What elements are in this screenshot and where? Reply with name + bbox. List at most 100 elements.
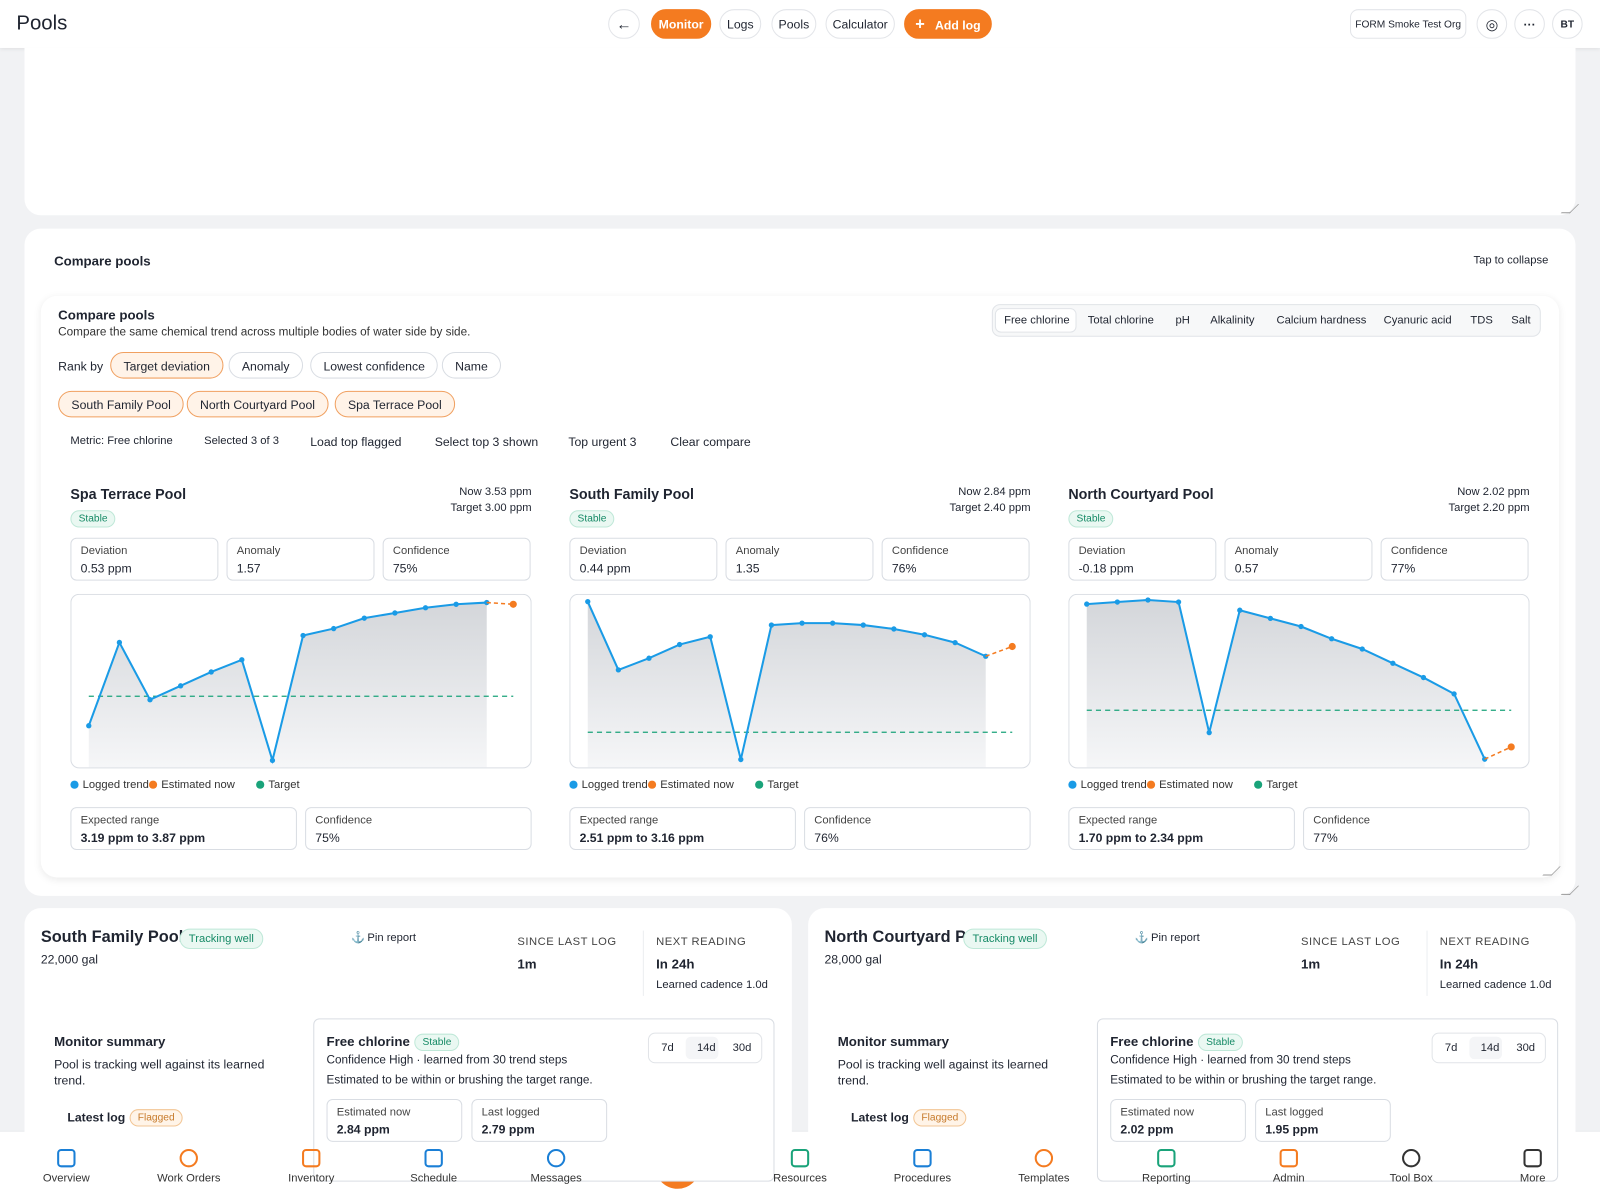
nav-item[interactable]: Admin (1272, 1172, 1305, 1185)
last-label: Last logged (481, 1106, 540, 1119)
rank-option[interactable]: Lowest confidence (310, 352, 439, 379)
pool-compare-card: Spa Terrace Pool Now 3.53 ppm Target 3.00 … (70, 484, 532, 862)
legend-label: Target (268, 778, 300, 791)
trend-area (88, 602, 487, 768)
nav-tab[interactable]: Monitor (651, 9, 712, 39)
more-button[interactable]: ··· (1514, 9, 1545, 39)
nav-item[interactable]: Reporting (1141, 1172, 1191, 1185)
nav-icon (1034, 1148, 1054, 1168)
stat-box: Deviation 0.44 ppm (569, 537, 718, 581)
trend-point (646, 655, 652, 661)
legend-label: Estimated now (660, 778, 734, 791)
range-option[interactable]: 14d (1480, 1041, 1500, 1055)
metric-tab[interactable]: Free chlorine (1004, 314, 1070, 327)
nav-icon (546, 1148, 566, 1168)
next-label: NEXT READING (1439, 935, 1530, 948)
nav-tab[interactable]: Pools (771, 9, 817, 39)
flag-badge: Flagged (129, 1109, 183, 1127)
org-switcher[interactable]: FORM Smoke Test Org (1349, 9, 1467, 39)
last-label: Last logged (1265, 1106, 1324, 1119)
collapse-toggle[interactable]: Tap to collapse (1473, 254, 1549, 267)
metric-tab[interactable]: pH (1175, 314, 1190, 327)
est-value: 2.84 ppm (336, 1122, 390, 1137)
trend-point (983, 653, 989, 659)
toolbar-item[interactable]: Top urgent 3 (568, 434, 637, 449)
nav-item[interactable]: Resources (773, 1172, 827, 1185)
metric-tab[interactable]: Salt (1511, 314, 1531, 327)
selected-pool[interactable]: South Family Pool (58, 390, 185, 418)
metric-tab[interactable]: Alkalinity (1210, 314, 1255, 327)
nav-item[interactable]: Tool Box (1389, 1172, 1433, 1185)
help-button[interactable]: ◎ (1476, 9, 1508, 39)
trend-line (87, 601, 487, 765)
nav-icon (1157, 1148, 1176, 1168)
rank-option[interactable]: Anomaly (228, 352, 303, 379)
nav-item[interactable]: Overview (42, 1172, 90, 1185)
stat-value: -0.18 ppm (1078, 561, 1134, 576)
toolbar-item[interactable]: Load top flagged (310, 434, 402, 449)
expected-box: Expected range 3.19 ppm to 3.87 ppm (70, 807, 297, 850)
target-value: Target 3.00 ppm (450, 502, 532, 515)
est-label: Estimated now (1120, 1106, 1195, 1119)
toolbar-item[interactable]: Clear compare (670, 434, 751, 449)
next-value: In 24h (656, 956, 695, 972)
toolbar-item[interactable]: Select top 3 shown (434, 434, 539, 449)
confidence-box: Confidence 75% (305, 807, 532, 850)
metric-tab[interactable]: Calcium hardness (1276, 314, 1367, 327)
expected-box: Expected range 1.70 ppm to 2.34 ppm (1068, 807, 1295, 850)
nav-tab[interactable]: Logs (719, 9, 762, 39)
range-option[interactable]: 14d (696, 1041, 716, 1055)
trend-point (300, 632, 306, 639)
range-option[interactable]: 7d (661, 1041, 674, 1055)
range-option[interactable]: 7d (1444, 1041, 1458, 1055)
stat-value: 0.57 (1234, 561, 1259, 576)
nav-item[interactable]: Inventory (288, 1172, 335, 1185)
nav-icon (424, 1148, 443, 1168)
next-value: In 24h (1439, 956, 1479, 972)
nav-icon (790, 1148, 810, 1168)
trend-chart (70, 593, 532, 769)
avatar[interactable]: BT (1552, 9, 1583, 39)
add-log-button[interactable]: + Add log (904, 9, 992, 39)
stat-label: Confidence (891, 544, 949, 558)
metric-tab[interactable]: TDS (1470, 314, 1493, 327)
nav-item[interactable]: Procedures (893, 1172, 952, 1185)
expected-box: Expected range 2.51 ppm to 3.16 ppm (569, 807, 796, 850)
estimate-link (1484, 746, 1512, 760)
metric-tab[interactable]: Total chlorine (1087, 314, 1154, 327)
rank-option[interactable]: Name (441, 352, 502, 379)
nav-item[interactable]: Templates (1018, 1172, 1070, 1185)
range-option[interactable]: 30d (1516, 1041, 1536, 1055)
cadence: Learned cadence 1.0d (1439, 978, 1552, 991)
pin-report[interactable]: Pin report (367, 931, 417, 944)
confidence-label: Confidence (315, 814, 373, 827)
estimate-point (1507, 743, 1515, 751)
pin-report[interactable]: Pin report (1151, 931, 1200, 944)
metric-tab[interactable]: Cyanuric acid (1383, 314, 1452, 327)
selected-pool[interactable]: Spa Terrace Pool (334, 390, 455, 418)
back-button[interactable]: ← (608, 9, 640, 39)
stat-box: Anomaly 1.35 (725, 537, 874, 581)
stat-value: 1.57 (236, 561, 261, 576)
selected-pool[interactable]: North Courtyard Pool (186, 390, 329, 418)
stat-value: 0.44 ppm (579, 561, 631, 576)
nav-item[interactable]: Work Orders (157, 1172, 221, 1185)
nav-item[interactable]: Messages (530, 1172, 582, 1185)
trend-point (1298, 623, 1304, 630)
trend-point (891, 626, 897, 632)
legend-label: Logged trend (1080, 778, 1147, 791)
range-option[interactable]: 30d (732, 1041, 752, 1055)
trend-point (331, 625, 337, 632)
estimate-link (486, 601, 514, 606)
trend-point (1420, 674, 1427, 681)
nav-item[interactable]: More (1519, 1172, 1546, 1185)
nav-tab[interactable]: Calculator (825, 9, 895, 39)
nav-icon (302, 1148, 321, 1168)
nav-icon (1402, 1148, 1421, 1168)
metric-card: Free chlorine Stable Confidence High · lea… (313, 1018, 775, 1182)
pool-name: South Family Pool (40, 928, 184, 946)
nav-item[interactable]: Schedule (410, 1172, 458, 1185)
rank-option[interactable]: Target deviation (110, 352, 224, 379)
trend-point (676, 641, 683, 648)
est-value: 2.02 ppm (1120, 1122, 1174, 1137)
